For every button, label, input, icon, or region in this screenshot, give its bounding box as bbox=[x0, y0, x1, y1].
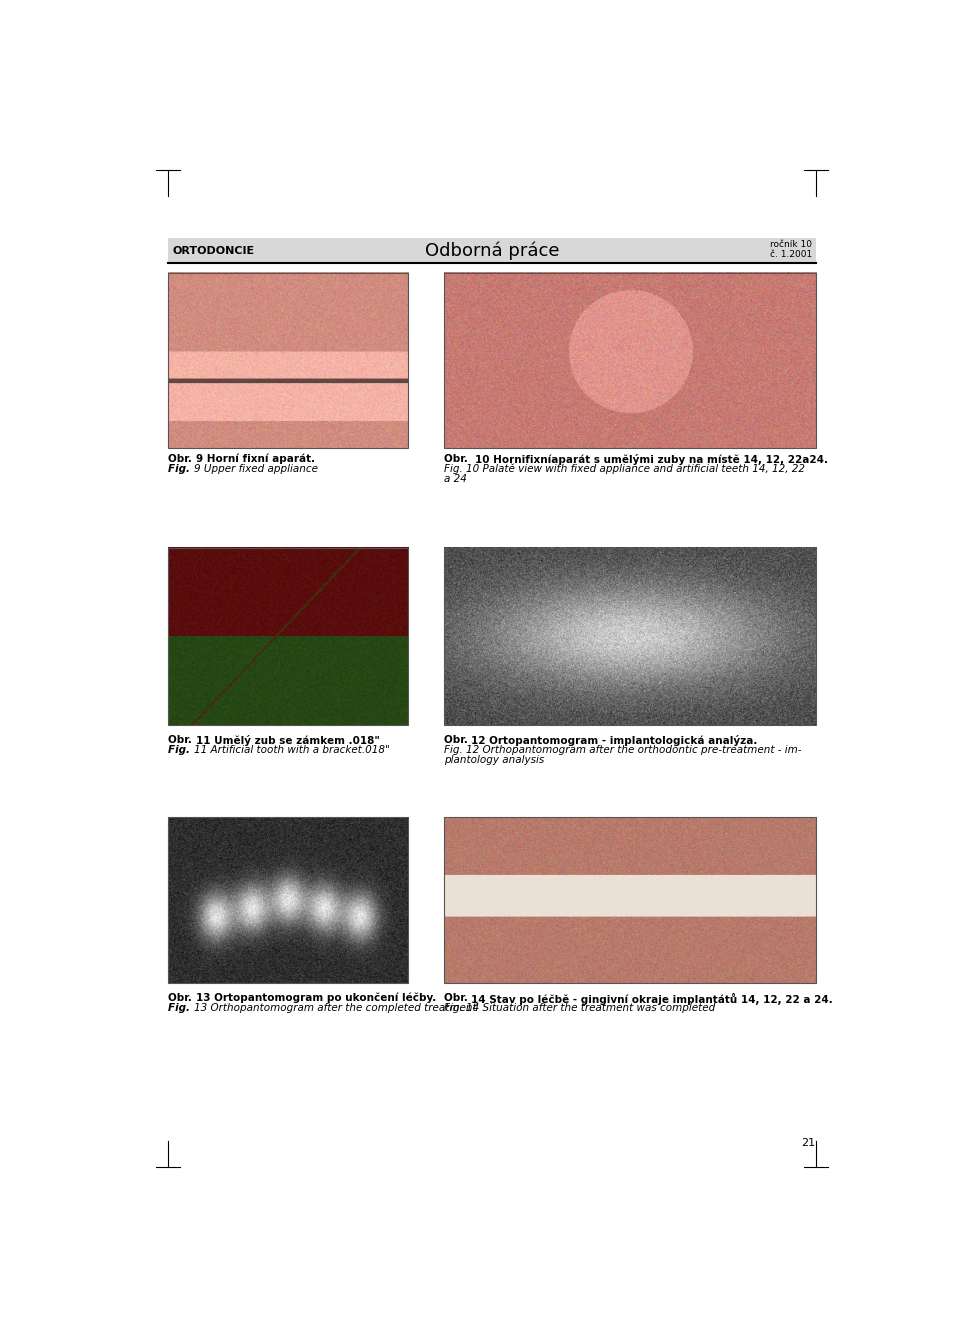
Text: 14 Stav po léčbě - gingivní okraje implantátů 14, 12, 22 a 24.: 14 Stav po léčbě - gingivní okraje impla… bbox=[471, 993, 833, 1005]
Text: Fig.: Fig. bbox=[168, 463, 194, 474]
Text: Fig.: Fig. bbox=[444, 463, 466, 474]
Bar bbox=[168, 238, 816, 263]
Text: 21: 21 bbox=[801, 1137, 815, 1148]
Text: 14 Situation after the treatment was completed: 14 Situation after the treatment was com… bbox=[466, 1002, 715, 1013]
Text: plantology analysis: plantology analysis bbox=[444, 755, 544, 765]
Text: Obr.: Obr. bbox=[168, 993, 196, 1002]
Text: 12 Ortopantomogram - implantologická analýza.: 12 Ortopantomogram - implantologická ana… bbox=[471, 735, 757, 745]
Text: Fig.: Fig. bbox=[444, 1002, 466, 1013]
Bar bbox=[168, 817, 408, 982]
Text: ročník 10: ročník 10 bbox=[770, 240, 812, 249]
Text: č. 1.2001: č. 1.2001 bbox=[770, 250, 812, 260]
Bar bbox=[168, 273, 408, 449]
Text: Fig.: Fig. bbox=[444, 745, 466, 755]
Text: 9 Upper fixed appliance: 9 Upper fixed appliance bbox=[194, 463, 318, 474]
Bar bbox=[168, 548, 408, 724]
Text: Obr.: Obr. bbox=[444, 454, 475, 463]
Text: 12 Orthopantomogram after the orthodontic pre-treatment - im-: 12 Orthopantomogram after the orthodonti… bbox=[466, 745, 802, 755]
Text: Obr.: Obr. bbox=[168, 454, 196, 463]
Text: Obr.: Obr. bbox=[168, 735, 196, 745]
Text: a 24: a 24 bbox=[444, 474, 467, 483]
Text: Fig.: Fig. bbox=[168, 1002, 194, 1013]
Text: Odborná práce: Odborná práce bbox=[424, 241, 560, 260]
Text: 9 Horní fixní aparát.: 9 Horní fixní aparát. bbox=[196, 454, 315, 465]
Bar bbox=[444, 548, 816, 724]
Text: ORTODONCIE: ORTODONCIE bbox=[173, 245, 254, 256]
Text: 10 Hornifixníaparát s umělými zuby na místě 14, 12, 22a24.: 10 Hornifixníaparát s umělými zuby na mí… bbox=[475, 454, 828, 465]
Text: 11 Umělý zub se zámkem .018": 11 Umělý zub se zámkem .018" bbox=[196, 735, 379, 745]
Text: Fig.: Fig. bbox=[168, 745, 194, 755]
Text: Obr.: Obr. bbox=[444, 993, 471, 1002]
Text: 11 Artificial tooth with a bracket.018": 11 Artificial tooth with a bracket.018" bbox=[194, 745, 390, 755]
Text: 13 Orthopantomogram after the completed treatment: 13 Orthopantomogram after the completed … bbox=[194, 1002, 476, 1013]
Text: Obr.: Obr. bbox=[444, 735, 471, 745]
Bar bbox=[444, 273, 816, 449]
Text: 10 Palatě view with fixed appliance and artificial teeth 14, 12, 22: 10 Palatě view with fixed appliance and … bbox=[466, 463, 804, 474]
Bar bbox=[444, 817, 816, 982]
Text: 13 Ortopantomogram po ukončení léčby.: 13 Ortopantomogram po ukončení léčby. bbox=[196, 993, 436, 1004]
